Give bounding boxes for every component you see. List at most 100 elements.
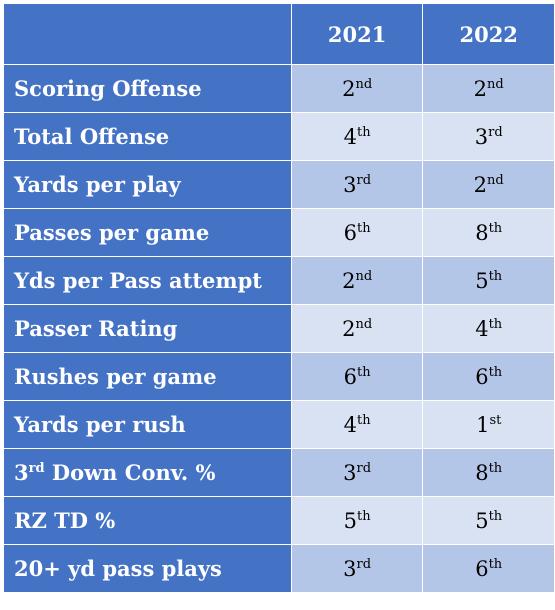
rank-2022-number: 5 xyxy=(475,268,489,293)
table-row: Passer Rating 2nd 4th xyxy=(3,304,555,353)
table-row: 20+ yd pass plays 3rd 6th xyxy=(3,544,555,593)
rank-2021-cell: 2nd xyxy=(290,304,424,353)
rank-2022-cell: 3rd xyxy=(422,112,555,161)
rank-2021-suffix: nd xyxy=(355,268,373,284)
rank-2021-number: 5 xyxy=(343,508,357,533)
rank-2022-suffix: th xyxy=(488,556,503,572)
metric-label-text: 3 xyxy=(14,460,29,485)
header-row: 2021 2022 xyxy=(3,3,555,65)
rank-2022-suffix: st xyxy=(489,412,502,428)
rank-2021-suffix: nd xyxy=(355,316,373,332)
metric-label: 20+ yd pass plays xyxy=(3,544,292,593)
table-row: Yards per play 3rd 2nd xyxy=(3,160,555,209)
rank-2021-number: 4 xyxy=(343,412,357,437)
metric-label-text: Passer Rating xyxy=(14,316,178,341)
metric-label-text: Yards per play xyxy=(14,172,181,197)
metric-label: Yds per Pass attempt xyxy=(3,256,292,305)
rank-2021-cell: 2nd xyxy=(290,64,424,113)
rank-2021-number: 2 xyxy=(342,268,356,293)
rank-2021-number: 6 xyxy=(343,364,357,389)
metric-label-superscript: rd xyxy=(28,461,45,476)
rank-2022-number: 1 xyxy=(476,412,490,437)
rank-2022-cell: 1st xyxy=(422,400,555,449)
rank-2021-suffix: th xyxy=(357,124,371,140)
rank-2021-cell: 6th xyxy=(290,208,424,257)
rank-2021-suffix: th xyxy=(357,220,371,236)
metric-label-text: RZ TD % xyxy=(14,508,116,533)
metric-label: Rushes per game xyxy=(3,352,292,401)
rank-2021-number: 3 xyxy=(343,172,357,197)
metric-label: Scoring Offense xyxy=(3,64,292,113)
rank-2022-cell: 6th xyxy=(422,352,555,401)
rank-2022-number: 4 xyxy=(475,316,489,341)
rank-2021-cell: 3rd xyxy=(290,160,424,209)
table-row: Passes per game 6th 8th xyxy=(3,208,555,257)
metric-label: Yards per play xyxy=(3,160,292,209)
rank-2021-cell: 3rd xyxy=(290,448,424,497)
rank-2022-suffix: th xyxy=(488,268,503,284)
rank-2022-number: 2 xyxy=(473,76,488,101)
table-row: Yds per Pass attempt 2nd 5th xyxy=(3,256,555,305)
header-year-2022: 2022 xyxy=(422,3,555,65)
rank-2021-cell: 3rd xyxy=(290,544,424,593)
rank-2021-number: 6 xyxy=(343,220,357,245)
rank-2021-number: 4 xyxy=(343,124,357,149)
rank-2022-cell: 5th xyxy=(422,256,555,305)
rank-2022-suffix: th xyxy=(488,460,503,476)
rank-2022-suffix: th xyxy=(488,316,503,332)
rank-2022-cell: 8th xyxy=(422,448,555,497)
table-row: 3rd Down Conv. % 3rd 8th xyxy=(3,448,555,497)
rank-2021-suffix: rd xyxy=(356,172,372,188)
table-row: Yards per rush 4th 1st xyxy=(3,400,555,449)
rank-2022-suffix: th xyxy=(488,508,503,524)
rank-2022-cell: 2nd xyxy=(422,64,555,113)
rank-2021-cell: 6th xyxy=(290,352,424,401)
metric-label: Passer Rating xyxy=(3,304,292,353)
rank-2022-number: 8 xyxy=(475,460,489,485)
metric-label-text: Rushes per game xyxy=(14,364,217,389)
rank-2021-number: 2 xyxy=(342,76,356,101)
rank-2021-suffix: th xyxy=(357,364,371,380)
offense-rankings-table: 2021 2022 Scoring Offense 2nd 2nd Total Off… xyxy=(3,3,555,593)
table-row: Scoring Offense 2nd 2nd xyxy=(3,64,555,113)
rank-2022-cell: 4th xyxy=(422,304,555,353)
metric-label-text: Scoring Offense xyxy=(14,76,202,101)
rank-2021-number: 2 xyxy=(342,316,356,341)
rank-2022-number: 2 xyxy=(473,172,488,197)
table-body: Scoring Offense 2nd 2nd Total Offense 4th 3rd… xyxy=(3,64,555,593)
header-corner-cell xyxy=(3,3,292,65)
rank-2021-suffix: th xyxy=(357,412,371,428)
metric-label: Passes per game xyxy=(3,208,292,257)
rank-2022-number: 8 xyxy=(475,220,489,245)
rank-2021-suffix: rd xyxy=(356,556,372,572)
rank-2021-suffix: rd xyxy=(356,460,372,476)
header-year-2021: 2021 xyxy=(290,3,424,65)
rank-2021-cell: 4th xyxy=(290,400,424,449)
rank-2022-cell: 8th xyxy=(422,208,555,257)
rank-2022-cell: 2nd xyxy=(422,160,555,209)
metric-label-text-suffix: Down Conv. % xyxy=(44,460,216,485)
rank-2021-suffix: nd xyxy=(355,76,373,92)
metric-label: Total Offense xyxy=(3,112,292,161)
metric-label-text: 20+ yd pass plays xyxy=(14,556,222,581)
metric-label: 3rd Down Conv. % xyxy=(3,448,292,497)
metric-label-text: Total Offense xyxy=(14,124,170,149)
rank-2021-suffix: th xyxy=(357,508,371,524)
metric-label-text: Yds per Pass attempt xyxy=(14,268,262,293)
metric-label-text: Passes per game xyxy=(14,220,210,245)
rank-2022-suffix: nd xyxy=(487,172,504,188)
rank-2022-suffix: th xyxy=(488,220,503,236)
rank-2021-number: 3 xyxy=(343,556,357,581)
rank-2022-number: 6 xyxy=(475,364,489,389)
rank-2021-cell: 4th xyxy=(290,112,424,161)
metric-label: Yards per rush xyxy=(3,400,292,449)
table-row: Total Offense 4th 3rd xyxy=(3,112,555,161)
rank-2022-suffix: th xyxy=(488,364,503,380)
metric-label-text: Yards per rush xyxy=(14,412,186,437)
rank-2021-cell: 2nd xyxy=(290,256,424,305)
rank-2021-cell: 5th xyxy=(290,496,424,545)
rank-2022-cell: 5th xyxy=(422,496,555,545)
table-row: RZ TD % 5th 5th xyxy=(3,496,555,545)
rank-2022-number: 5 xyxy=(475,508,489,533)
rank-2022-cell: 6th xyxy=(422,544,555,593)
